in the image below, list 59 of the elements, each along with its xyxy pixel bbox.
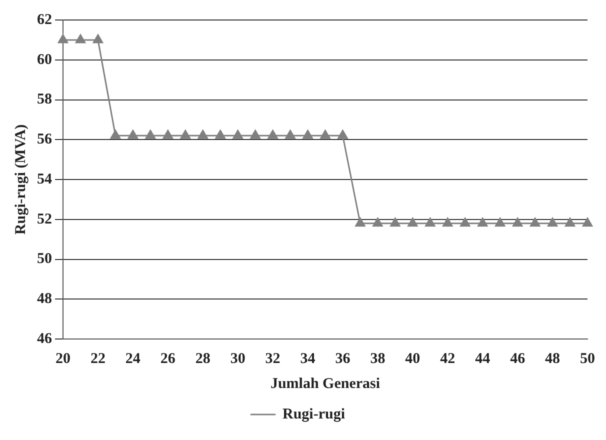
point: [372, 218, 383, 227]
x-tick-label: 28: [195, 350, 210, 367]
point: [180, 130, 190, 139]
point: [425, 218, 436, 227]
x-tick-label: 40: [405, 350, 420, 367]
y-tick-label: 48: [37, 291, 52, 307]
y-tick-label: 52: [37, 211, 52, 228]
legend-label: Rugi-rugi: [282, 406, 346, 422]
x-tick-label: 44: [475, 350, 491, 367]
point: [92, 34, 104, 44]
y-tick-label: 50: [37, 251, 52, 268]
point: [268, 130, 278, 139]
point: [442, 218, 453, 227]
point: [302, 130, 313, 139]
y-tick-label: 46: [37, 330, 52, 347]
point: [75, 34, 86, 44]
y-axis-title: Rugi-rugi (MVA): [12, 124, 29, 235]
point: [128, 130, 138, 139]
x-axis-title: Jumlah Generasi: [270, 376, 380, 392]
point: [320, 130, 330, 139]
x-tick-label: 38: [370, 350, 386, 367]
x-tick-label: 30: [230, 350, 246, 367]
point: [338, 130, 348, 139]
point: [215, 130, 226, 139]
point: [408, 218, 418, 227]
x-tick-label: 36: [335, 350, 351, 367]
x-tick-label: 50: [580, 350, 595, 367]
x-tick-label: 24: [125, 350, 141, 367]
point: [512, 218, 523, 227]
x-tick-label: 34: [300, 350, 316, 367]
point: [547, 218, 558, 227]
x-tick-label: 26: [160, 350, 176, 367]
y-tick-label: 56: [37, 132, 52, 148]
y-tick-label: 58: [37, 92, 52, 108]
y-tick-label: 54: [37, 171, 52, 188]
y-tick-label: 60: [37, 52, 52, 68]
point: [145, 130, 156, 139]
point: [478, 218, 488, 227]
point: [582, 218, 593, 227]
x-tick-label: 22: [90, 350, 106, 367]
point: [460, 218, 470, 227]
point: [390, 218, 400, 227]
x-tick-label: 32: [265, 350, 280, 367]
point: [58, 34, 68, 44]
point: [495, 218, 506, 227]
x-tick-label: 46: [510, 350, 526, 367]
point: [110, 130, 121, 139]
x-tick-label: 48: [545, 350, 560, 367]
x-tick-label: 42: [440, 350, 456, 367]
x-tick-label: 20: [56, 350, 70, 367]
point: [250, 130, 260, 139]
point: [564, 218, 576, 227]
point: [198, 130, 208, 139]
point: [162, 130, 173, 139]
y-tick-label: 62: [37, 12, 52, 28]
point: [285, 130, 296, 139]
point: [355, 218, 366, 227]
point: [530, 218, 540, 227]
point: [232, 130, 243, 139]
